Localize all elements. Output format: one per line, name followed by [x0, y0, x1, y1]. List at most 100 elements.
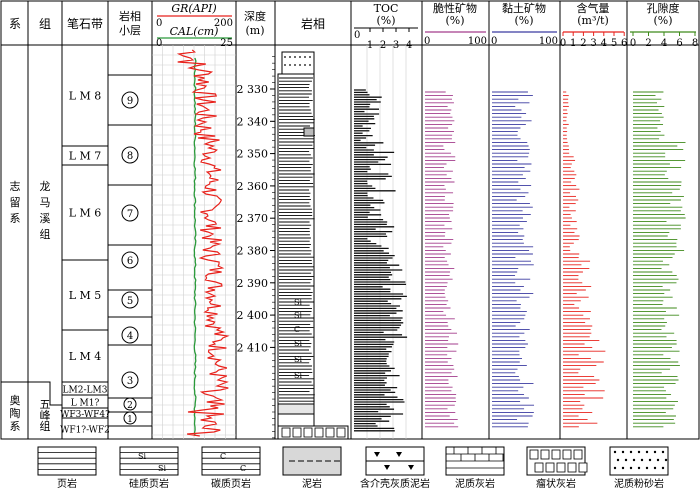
header-zone: 笔石带: [67, 16, 103, 31]
clay-min: 0: [491, 36, 497, 47]
gas-tick-label: 4: [601, 38, 607, 49]
legend-dot: [616, 458, 620, 462]
porosity-tick-label: 0: [630, 38, 636, 49]
toc-bars: [354, 89, 408, 432]
sublayer-label: 3: [127, 376, 133, 387]
lith-dot: [309, 64, 311, 66]
legend-nodule: [540, 449, 550, 460]
sublayer-circle: [121, 326, 139, 344]
header-system: 系: [9, 17, 21, 31]
group-wufeng: 五峰组: [40, 398, 51, 433]
legend-nodule: [556, 462, 566, 473]
group-boundary: [28, 381, 62, 406]
lith-dot: [299, 56, 301, 58]
sublayer-circle: [123, 411, 137, 425]
legend-swatch: [201, 446, 261, 476]
legend-dot: [653, 466, 657, 470]
lith-mudstone-lens: [303, 127, 315, 137]
clay-bars: [492, 91, 535, 428]
legend-dot: [661, 466, 665, 470]
depth-label: 2 370: [237, 212, 269, 225]
zone-label: WF3-WF4?: [60, 410, 110, 420]
porosity-label-1: 孔隙度: [647, 1, 680, 15]
depth-label: 2 410: [237, 341, 269, 354]
brittle-bars: [425, 91, 459, 428]
frame: [0, 0, 700, 440]
header-lithology: 岩相: [301, 16, 325, 31]
legend-nodule: [529, 449, 539, 460]
legend-dot: [640, 458, 644, 462]
legend-nodule: [578, 462, 588, 473]
legend-nodule: [567, 462, 577, 473]
lith-dot: [289, 56, 291, 58]
lith-nodule: [281, 427, 291, 438]
sublayer-boundaries: [108, 74, 152, 427]
sublayer-label: 7: [127, 209, 133, 220]
brittle-label-2: (%): [445, 14, 464, 27]
porosity-tick-label: 4: [661, 38, 667, 49]
porosity-tick-label: 6: [676, 38, 682, 49]
sublayer-label: 8: [127, 151, 133, 162]
toc-tick-label: 2: [380, 40, 386, 51]
legend-dot: [645, 450, 649, 454]
lith-dot: [299, 64, 301, 66]
cal-label: CAL(cm): [170, 25, 219, 38]
lith-mark-si: Si: [294, 339, 302, 348]
depth-label: 2 390: [237, 277, 269, 290]
lith-dot: [289, 64, 291, 66]
lith-mark-c: C: [294, 325, 300, 334]
gr-min: 0: [156, 18, 162, 29]
legend-swatch: [37, 446, 97, 476]
porosity-tick-label: 8: [692, 38, 698, 49]
lith-nodule: [336, 427, 346, 438]
header-sublayer-2: 小层: [119, 24, 141, 37]
clay-label-2: (%): [514, 14, 533, 27]
clay-max: 100: [539, 36, 558, 47]
toc-min: 0: [354, 30, 360, 41]
porosity-bars: [633, 91, 686, 428]
zone-labels: L M 8 L M 7 L M 6 L M 5 L M 4 LM2-LM3 L M1?WF3…: [60, 90, 110, 436]
cal-curve: [193, 57, 197, 437]
legend-dot: [629, 466, 633, 470]
sublayer-circle: [121, 291, 139, 309]
sublayer-label: 9: [127, 96, 133, 107]
sublayer-circle: [121, 146, 139, 164]
gas-tick-label: 2: [580, 38, 586, 49]
legend-label: 碳质页岩: [211, 477, 251, 490]
legend-nodule: [562, 449, 572, 460]
system-ordovician: 奥陶系: [10, 393, 21, 433]
lith-nodule: [292, 427, 302, 438]
sublayer-circle: [121, 371, 139, 389]
header-group: 组: [39, 17, 51, 31]
gr-max: 200: [214, 18, 233, 29]
legend-mark: C: [240, 464, 246, 473]
header-depth-2: (m): [245, 24, 264, 37]
legend-nodule: [534, 462, 544, 473]
sublayer-label: 5: [127, 296, 133, 307]
header-sublayer-1: 岩相: [119, 9, 141, 23]
gr-label: GR(API): [171, 2, 216, 15]
depth-label: 2 360: [237, 180, 269, 193]
legend-label: 含介壳灰质泥岩: [360, 477, 430, 490]
legend-mark: Si: [158, 464, 166, 473]
porosity-tick-label: 2: [645, 38, 651, 49]
gas-bars: [563, 91, 606, 428]
gas-label-1: 含气量: [577, 1, 610, 15]
legend-dot: [645, 466, 649, 470]
brittle-label-1: 脆性矿物: [433, 1, 477, 15]
legend-mark: Si: [138, 452, 146, 461]
lith-marl: [277, 413, 315, 427]
legend-dot: [637, 450, 641, 454]
lith-dot: [304, 64, 306, 66]
zone-label: WF1?-WF2: [60, 426, 110, 436]
depth-label: 2 330: [237, 83, 269, 96]
legend-dot: [624, 458, 628, 462]
sublayer-label: 1: [127, 415, 133, 425]
legend: 页岩 Si Si 硅质页岩 C C 碳质页岩 泥岩 含介壳灰质泥岩 泥质灰岩 瘤状灰岩 泥质粉砂岩: [37, 446, 669, 490]
lith-dot: [294, 64, 296, 66]
sublayer-label: 2: [127, 401, 133, 411]
legend-dot: [621, 466, 625, 470]
